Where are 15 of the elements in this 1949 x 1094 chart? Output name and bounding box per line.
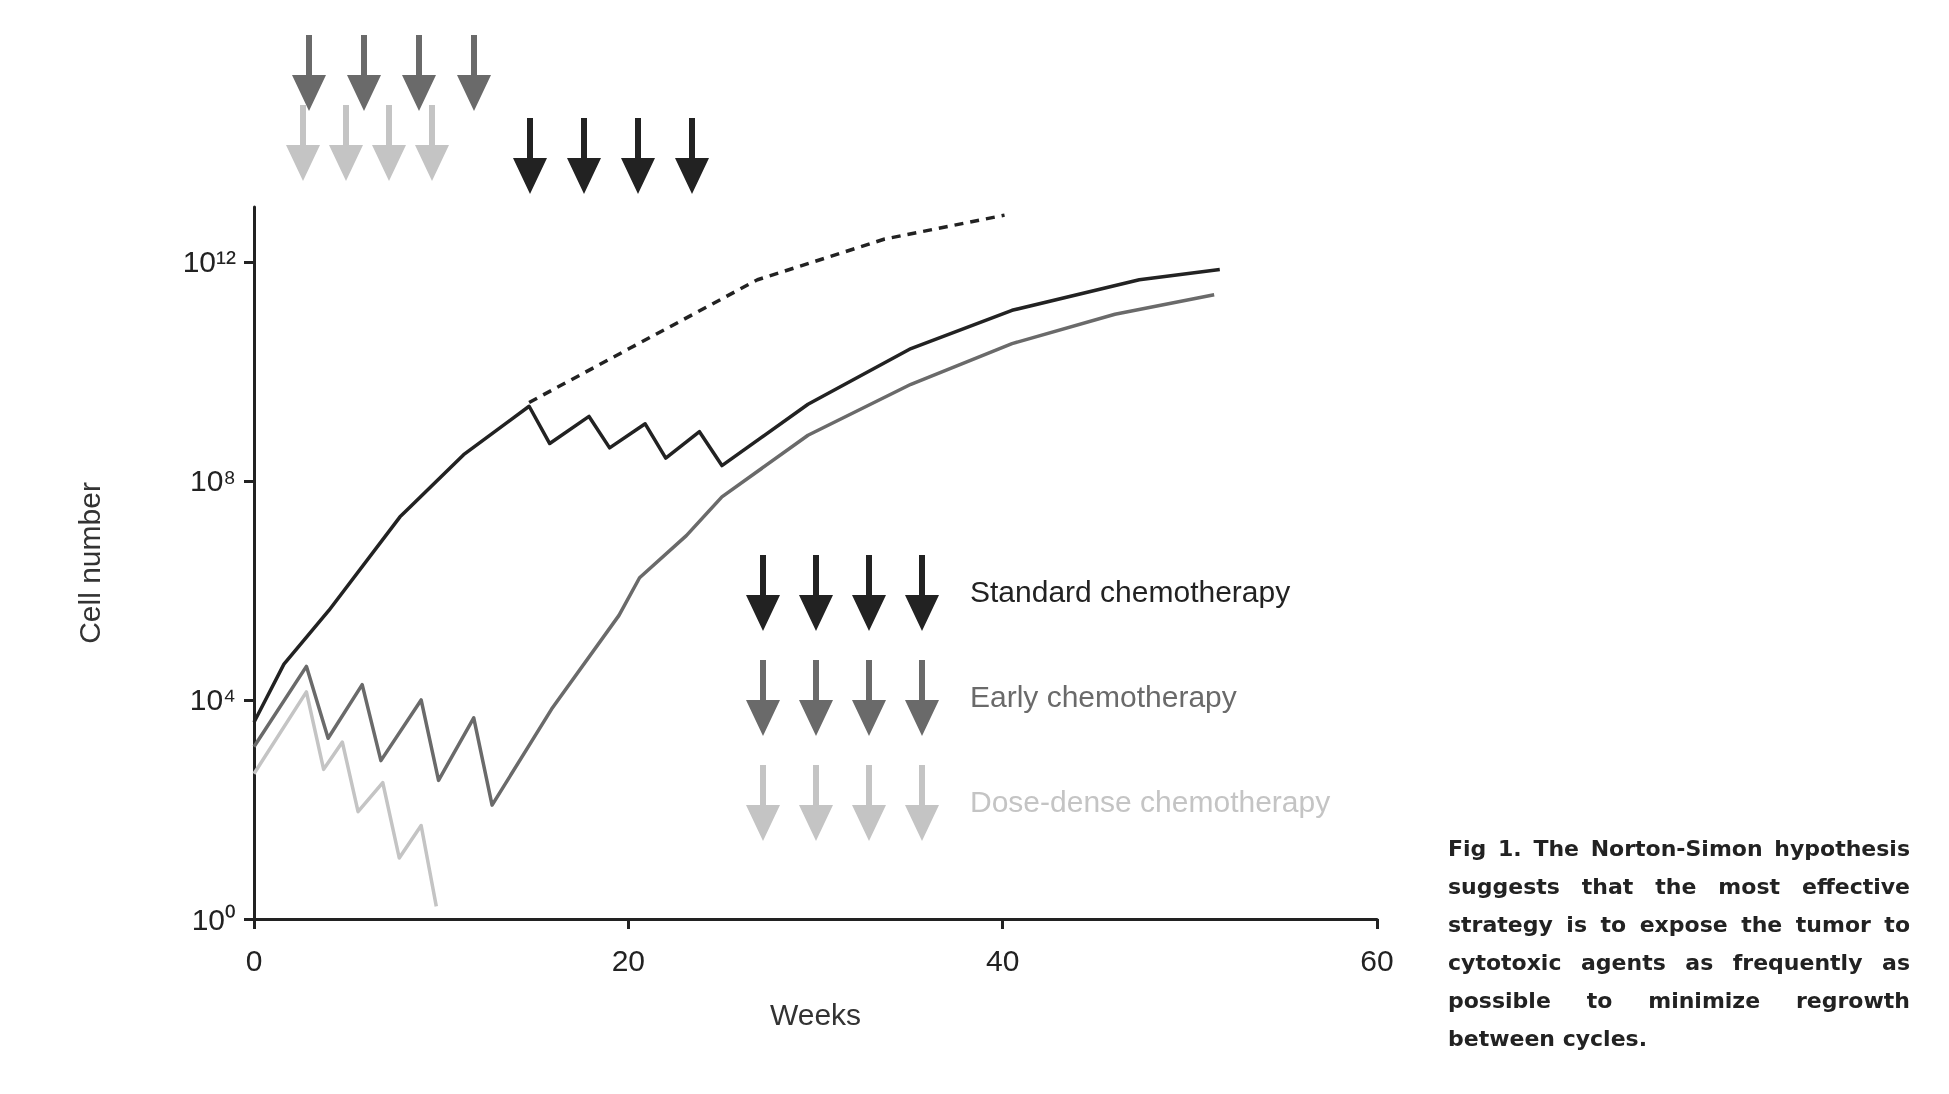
y-tick-label: 10⁴ [189,683,236,717]
x-axis-title: Weeks [769,997,862,1031]
text: Dose-dense chemotherapy [970,785,1331,819]
x-tick-label: 0 [245,943,263,977]
y-tick-label: 10¹² [182,245,236,279]
text: Early chemotherapy [970,680,1237,714]
caption: Fig 1. The Norton-Simon hypothesis suggests that the most effective strategy is to expose the tumor to cytotoxic agents as frequently as possible to minimize regrowth between cycles. [1448,835,1910,1053]
y-tick-label: 10⁸ [189,464,236,498]
y-tick-label: 10⁰ [191,902,236,936]
x-tick-label: 20 [611,943,646,977]
text: Standard chemotherapy [970,575,1291,609]
x-tick-label: 60 [1360,943,1394,977]
y-axis-title: Cell number [72,482,106,644]
x-tick-label: 40 [985,943,1020,977]
line-series [252,690,439,909]
